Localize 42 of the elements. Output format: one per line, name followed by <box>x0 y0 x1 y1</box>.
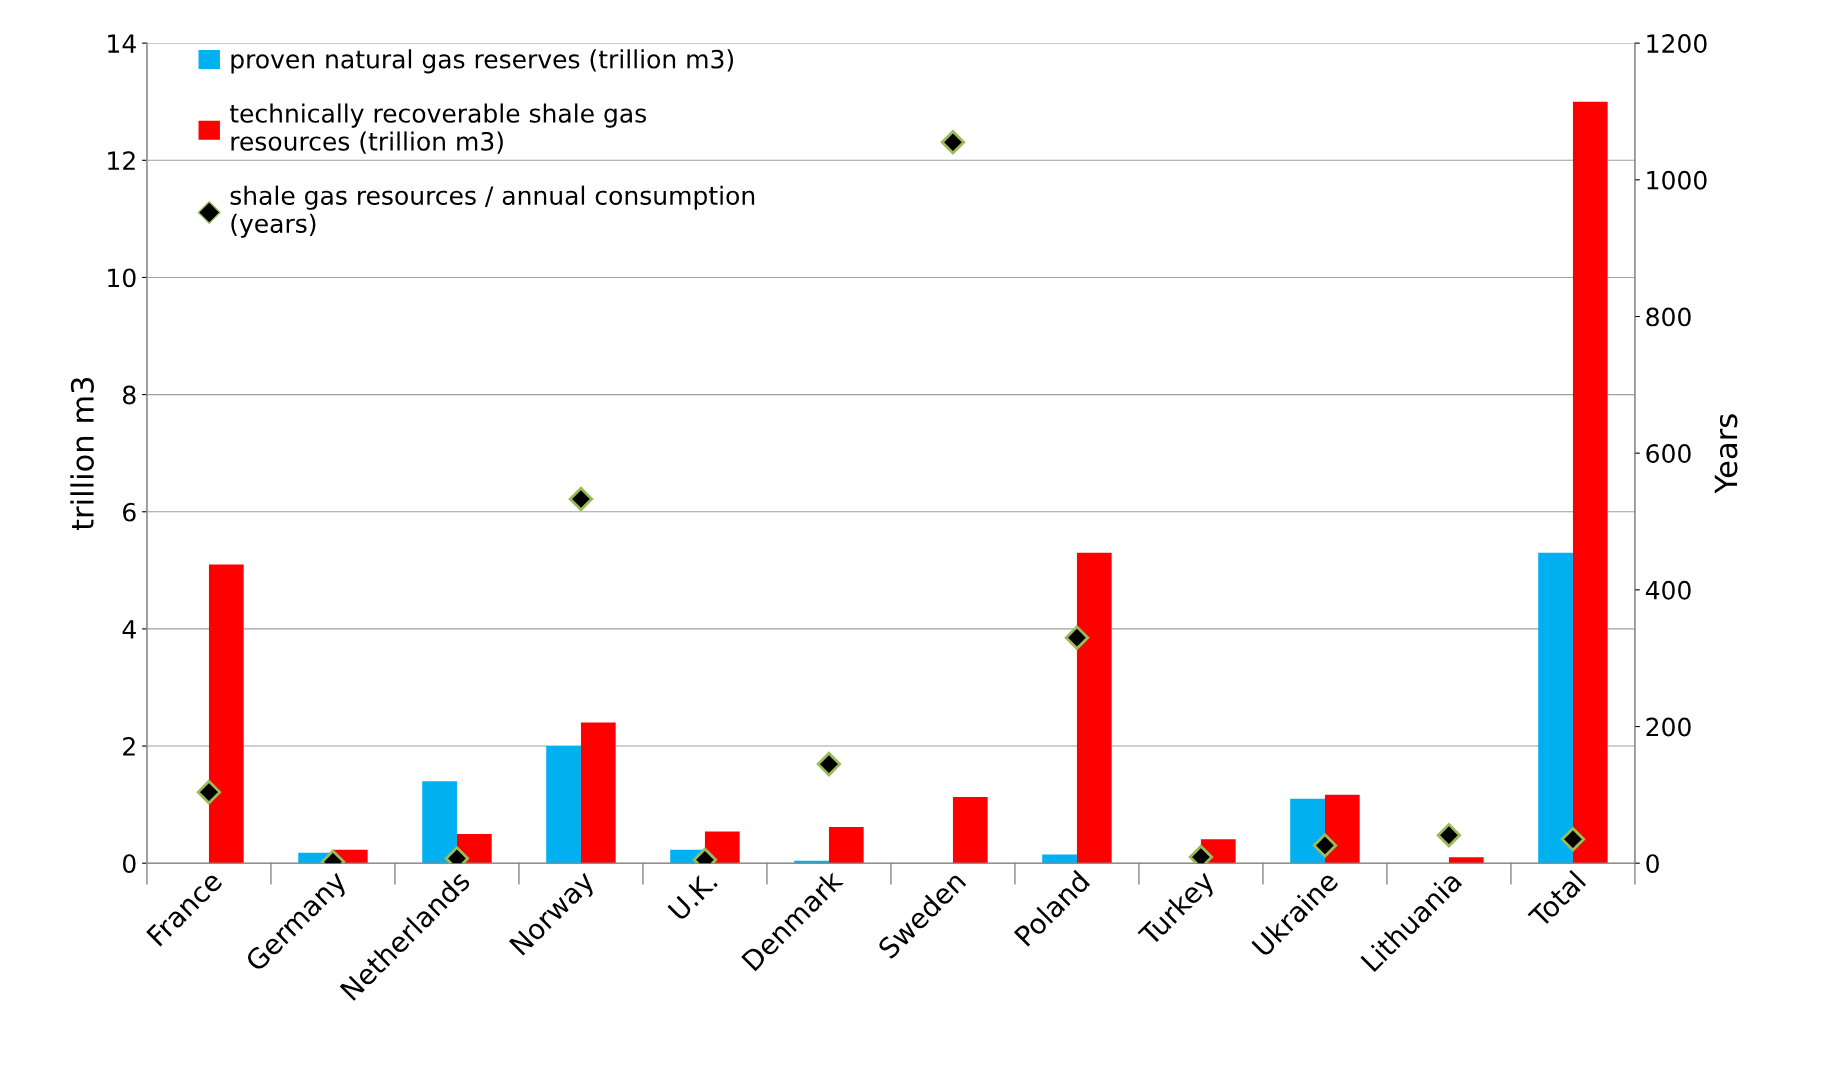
bar <box>208 564 244 864</box>
bar <box>1042 854 1077 864</box>
y2-tick-label: 400 <box>1645 580 1691 600</box>
y-tick-label: 14 <box>108 34 136 53</box>
y-tick-label: 10 <box>108 268 136 288</box>
y2-axis-title: Years <box>1714 414 1738 494</box>
y2-tick-label: 1200 <box>1647 34 1707 54</box>
y2-tick-label: 0 <box>1646 854 1659 874</box>
bar <box>1076 552 1112 864</box>
y-axis-title: trillion m3 <box>70 377 94 531</box>
legend-label: proven natural gas reserves (trillion m3) <box>231 49 734 74</box>
point <box>1064 625 1090 650</box>
bar <box>1324 794 1360 864</box>
bar <box>1572 101 1608 864</box>
legend-label: technically recoverable shale gas resources (trillion m3) <box>229 103 646 154</box>
y2-tick-label: 800 <box>1646 307 1691 327</box>
bar <box>422 781 457 864</box>
y-tick-label: 12 <box>108 151 135 170</box>
y-tick-label: 0 <box>122 854 136 874</box>
x-tick-label: U.K. <box>667 870 719 922</box>
bar <box>828 826 864 864</box>
point <box>1560 827 1586 852</box>
bar <box>1290 798 1325 864</box>
y-tick-label: 6 <box>123 502 136 522</box>
legend-label: shale gas resources / annual consumption (years) <box>230 185 755 238</box>
bar <box>1538 552 1573 864</box>
y-tick-label: 2 <box>123 736 135 756</box>
y-tick-label: 8 <box>123 385 136 405</box>
point <box>940 130 966 155</box>
y2-tick-label: 1000 <box>1647 170 1707 190</box>
y2-tick-label: 600 <box>1646 444 1691 464</box>
bar <box>952 797 988 864</box>
point <box>1312 833 1338 858</box>
y-tick-label: 4 <box>122 620 136 639</box>
point <box>816 751 842 777</box>
bar <box>546 746 581 864</box>
point <box>1436 822 1462 848</box>
bar <box>580 722 616 864</box>
bar <box>1448 857 1484 864</box>
point <box>568 486 594 512</box>
point <box>196 779 222 805</box>
y2-tick-label: 200 <box>1646 717 1691 737</box>
